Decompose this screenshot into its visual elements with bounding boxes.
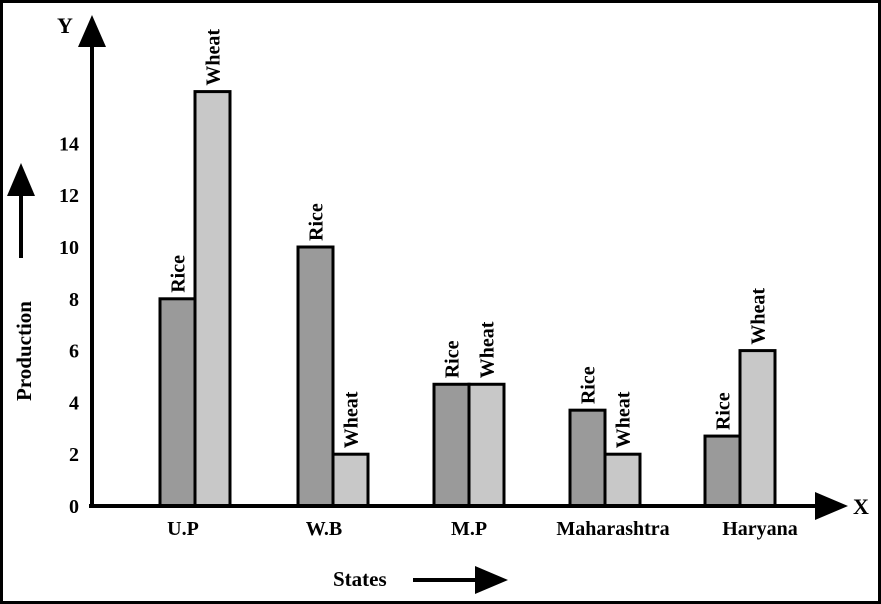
x-axis-title-arrow [413, 566, 508, 594]
bar-rice-2 [432, 382, 471, 508]
bar-rice-3 [568, 408, 607, 508]
y-axis-title-arrow [7, 163, 35, 258]
y-tick-label-12: 12 [59, 185, 79, 207]
bar-wheat-3 [603, 452, 642, 508]
production-bar-chart: Rice Rice Rice Rice Rice Wheat Wheat Wheat Wheat… [7, 13, 869, 594]
bar-label-wheat-2: Wheat [477, 321, 499, 378]
bar-label-wheat-3: Wheat [613, 391, 635, 448]
bar-label-rice-1: Rice [306, 203, 328, 241]
category-label-0: U.P [167, 518, 199, 540]
bars-layer: Rice Rice Rice Rice Rice Wheat Wheat Wheat Wheat… [158, 29, 777, 508]
y-tick-label-0: 0 [69, 496, 79, 518]
category-label-3: Maharashtra [556, 518, 669, 540]
category-label-1: W.B [306, 518, 343, 540]
bar-rice-0 [158, 297, 197, 508]
y-axis-arrowhead [78, 15, 106, 47]
bar-label-rice-0: Rice [168, 255, 190, 293]
y-axis-title: Production [12, 301, 36, 401]
bar-rice-1 [296, 245, 335, 508]
y-tick-label-6: 6 [69, 341, 79, 363]
bar-label-rice-4: Rice [713, 392, 735, 430]
y-tick-label-2: 2 [69, 444, 79, 466]
bar-label-rice-3: Rice [578, 366, 600, 404]
y-tick-label-4: 4 [69, 392, 79, 414]
x-axis-arrowhead [815, 492, 848, 520]
category-labels: U.P W.B M.P Maharashtra Haryana [167, 518, 798, 540]
bar-rice-4 [703, 434, 742, 508]
bar-wheat-2 [467, 382, 506, 508]
bar-label-rice-2: Rice [442, 340, 464, 378]
x-axis-title: States [333, 567, 387, 591]
y-axis-letter: Y [57, 13, 73, 38]
x-axis-letter: X [853, 494, 869, 519]
bar-wheat-4 [738, 349, 777, 508]
bar-wheat-0 [193, 90, 232, 508]
bar-wheat-1 [331, 452, 370, 508]
bar-label-wheat-0: Wheat [203, 29, 225, 86]
category-label-4: Haryana [722, 518, 798, 540]
axes-layer: Y X States Production [7, 13, 869, 594]
y-tick-label-8: 8 [69, 289, 79, 311]
bar-label-wheat-1: Wheat [341, 391, 363, 448]
bar-label-wheat-4: Wheat [748, 288, 770, 345]
category-label-2: M.P [451, 518, 487, 540]
y-tick-label-14: 14 [59, 133, 79, 155]
y-tick-labels: 0 2 4 6 8 10 12 14 [59, 133, 79, 518]
y-tick-label-10: 10 [59, 237, 79, 259]
